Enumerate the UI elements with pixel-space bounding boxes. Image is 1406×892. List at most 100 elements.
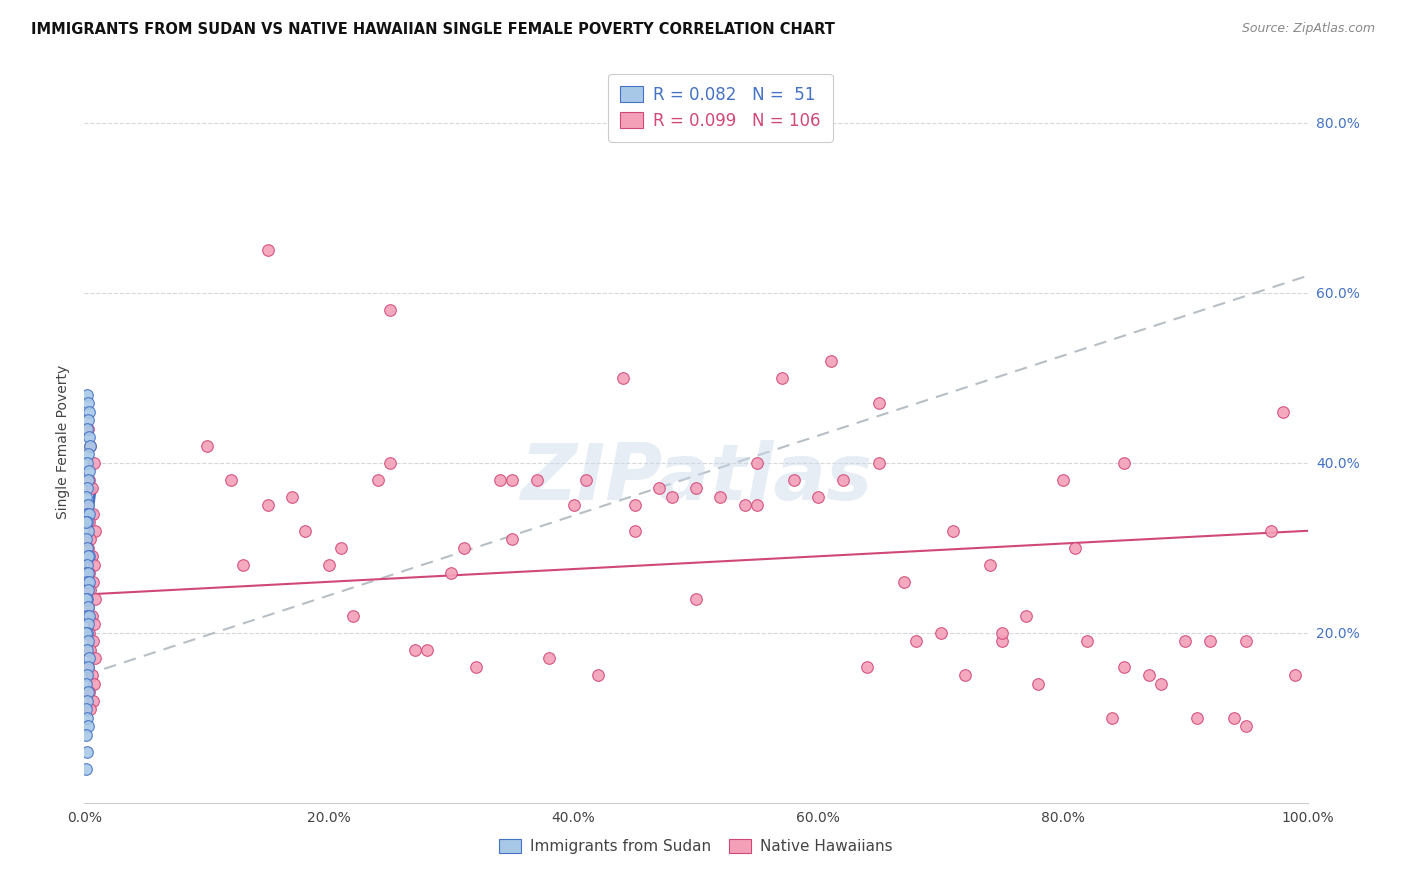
Point — [76, 541, 98, 555]
Point — [219, 473, 242, 487]
Point — [747, 498, 769, 512]
Point — [1101, 711, 1123, 725]
Point — [76, 422, 98, 436]
Point — [77, 685, 100, 699]
Point — [80, 549, 103, 564]
Point — [76, 558, 98, 572]
Point — [1236, 634, 1258, 648]
Point — [502, 473, 524, 487]
Point — [77, 600, 100, 615]
Point — [1137, 668, 1160, 682]
Y-axis label: Single Female Poverty: Single Female Poverty — [56, 365, 70, 518]
Point — [709, 490, 731, 504]
Point — [502, 533, 524, 547]
Point — [1076, 634, 1098, 648]
Point — [77, 566, 100, 581]
Point — [77, 685, 100, 699]
Point — [75, 625, 97, 640]
Point — [76, 516, 98, 530]
Point — [612, 371, 634, 385]
Point — [195, 439, 218, 453]
Point — [77, 422, 100, 436]
Point — [75, 516, 97, 530]
Point — [79, 533, 101, 547]
Point — [77, 600, 100, 615]
Point — [75, 533, 97, 547]
Point — [380, 302, 402, 317]
Point — [79, 439, 101, 453]
Point — [79, 642, 101, 657]
Point — [685, 481, 707, 495]
Point — [1114, 456, 1136, 470]
Point — [624, 524, 647, 538]
Point — [77, 574, 100, 589]
Point — [1015, 608, 1038, 623]
Point — [661, 490, 683, 504]
Point — [734, 498, 756, 512]
Point — [77, 719, 100, 733]
Point — [77, 405, 100, 419]
Point — [624, 498, 647, 512]
Point — [77, 660, 100, 674]
Point — [929, 625, 952, 640]
Point — [75, 490, 97, 504]
Point — [991, 625, 1014, 640]
Point — [1064, 541, 1087, 555]
Point — [76, 456, 98, 470]
Point — [83, 677, 105, 691]
Point — [869, 396, 891, 410]
Point — [294, 524, 316, 538]
Point — [1284, 668, 1306, 682]
Point — [77, 608, 100, 623]
Point — [76, 498, 98, 512]
Point — [77, 541, 100, 555]
Point — [831, 473, 853, 487]
Point — [76, 642, 98, 657]
Point — [80, 608, 103, 623]
Point — [77, 516, 100, 530]
Point — [84, 591, 107, 606]
Point — [905, 634, 928, 648]
Point — [232, 558, 254, 572]
Point — [453, 541, 475, 555]
Point — [75, 591, 97, 606]
Point — [1150, 677, 1173, 691]
Point — [77, 651, 100, 665]
Point — [76, 694, 98, 708]
Point — [77, 507, 100, 521]
Point — [77, 625, 100, 640]
Point — [1223, 711, 1246, 725]
Point — [79, 439, 101, 453]
Point — [75, 762, 97, 776]
Point — [747, 456, 769, 470]
Point — [76, 481, 98, 495]
Point — [648, 481, 671, 495]
Point — [76, 745, 98, 759]
Point — [538, 651, 561, 665]
Point — [77, 583, 100, 598]
Point — [77, 413, 100, 427]
Point — [77, 464, 100, 478]
Point — [83, 558, 105, 572]
Point — [82, 634, 104, 648]
Point — [77, 549, 100, 564]
Point — [76, 591, 98, 606]
Point — [330, 541, 353, 555]
Point — [367, 473, 389, 487]
Point — [342, 608, 364, 623]
Point — [586, 668, 609, 682]
Point — [76, 711, 98, 725]
Point — [820, 353, 842, 368]
Point — [489, 473, 512, 487]
Point — [77, 549, 100, 564]
Point — [1187, 711, 1209, 725]
Text: Source: ZipAtlas.com: Source: ZipAtlas.com — [1241, 22, 1375, 36]
Point — [1174, 634, 1197, 648]
Point — [77, 396, 100, 410]
Point — [440, 566, 463, 581]
Point — [77, 447, 100, 461]
Point — [76, 574, 98, 589]
Point — [83, 617, 105, 632]
Point — [562, 498, 585, 512]
Point — [685, 591, 707, 606]
